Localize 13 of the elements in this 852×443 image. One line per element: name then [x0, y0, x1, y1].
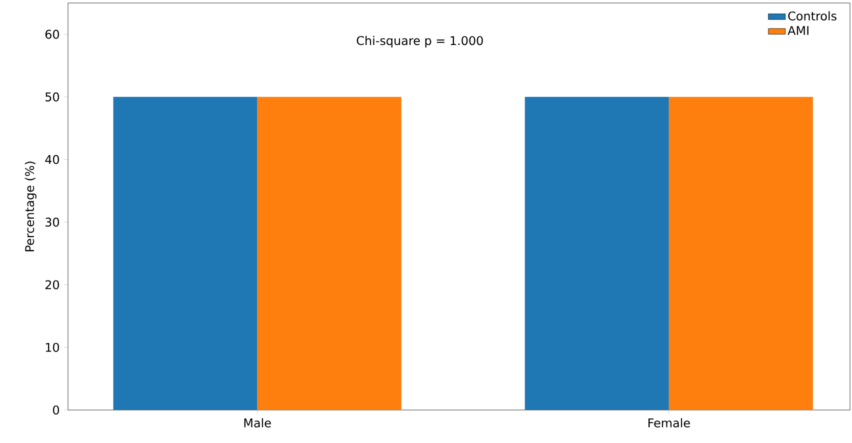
legend-label: AMI [788, 26, 808, 35]
y-tick-label: 40 [45, 155, 60, 164]
y-axis-title: Percentage (%) [24, 162, 36, 252]
y-tick-label: 30 [46, 218, 60, 227]
x-tick-label: Male [244, 418, 271, 428]
x-tick-label: Female [648, 418, 690, 428]
legend-label: Controls [788, 11, 836, 21]
y-tick-label: 20 [45, 280, 60, 290]
y-tick-label: 10 [46, 342, 60, 352]
y-tick-label: 60 [45, 30, 60, 39]
y-tick-label: 0 [52, 405, 60, 415]
annotation: Chi-square p = 1.000 [356, 36, 483, 48]
y-tick-label: 50 [46, 92, 60, 102]
